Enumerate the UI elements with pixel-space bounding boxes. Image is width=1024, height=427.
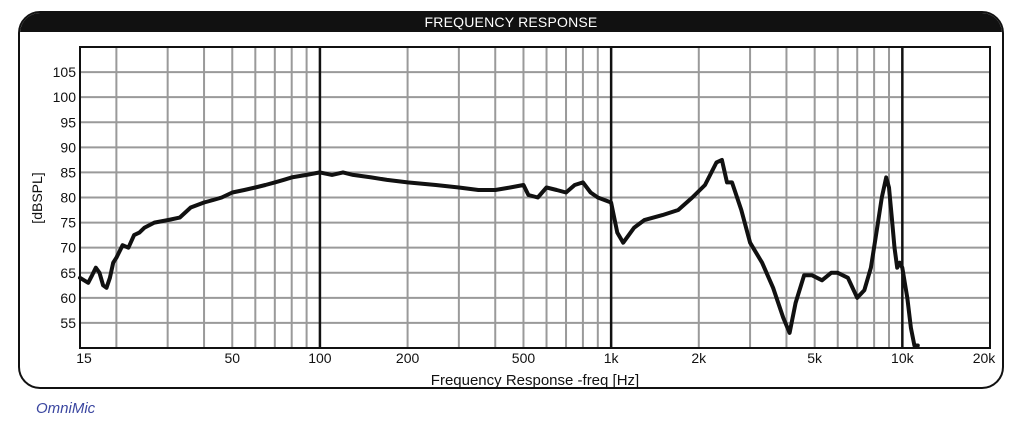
frequency-response-line: [78, 157, 920, 348]
x-tick-label: 1k: [604, 350, 620, 366]
y-tick-label: 75: [60, 215, 76, 231]
chart-title: FREQUENCY RESPONSE: [20, 13, 1002, 32]
x-tick-label: 5k: [807, 350, 823, 366]
y-tick-label: 80: [60, 190, 76, 206]
x-tick-label: 50: [224, 350, 240, 366]
x-tick-label: 200: [396, 350, 420, 366]
y-tick-label: 60: [60, 290, 76, 306]
x-tick-label: 500: [512, 350, 536, 366]
y-axis-label: [dBSPL]: [29, 172, 45, 223]
y-tick-label: 95: [60, 114, 76, 130]
x-tick-label: 10k: [891, 350, 915, 366]
chart-frame: FREQUENCY RESPONSE: [18, 11, 1004, 389]
x-tick-label: 2k: [691, 350, 707, 366]
x-tick-label: 100: [308, 350, 332, 366]
omnimic-label: OmniMic: [36, 400, 96, 417]
plot-border: [79, 46, 991, 349]
y-tick-label: 55: [60, 315, 76, 331]
y-tick-label: 90: [60, 139, 76, 155]
x-axis-label: Frequency Response -freq [Hz]: [431, 372, 639, 389]
x-tick-label: 15: [76, 350, 92, 366]
y-tick-label: 105: [53, 64, 77, 80]
y-tick-label: 85: [60, 164, 76, 180]
y-tick-label: 100: [53, 89, 77, 105]
y-tick-label: 70: [60, 240, 76, 256]
y-tick-label: 65: [60, 265, 76, 281]
x-tick-label: 20k: [973, 350, 997, 366]
